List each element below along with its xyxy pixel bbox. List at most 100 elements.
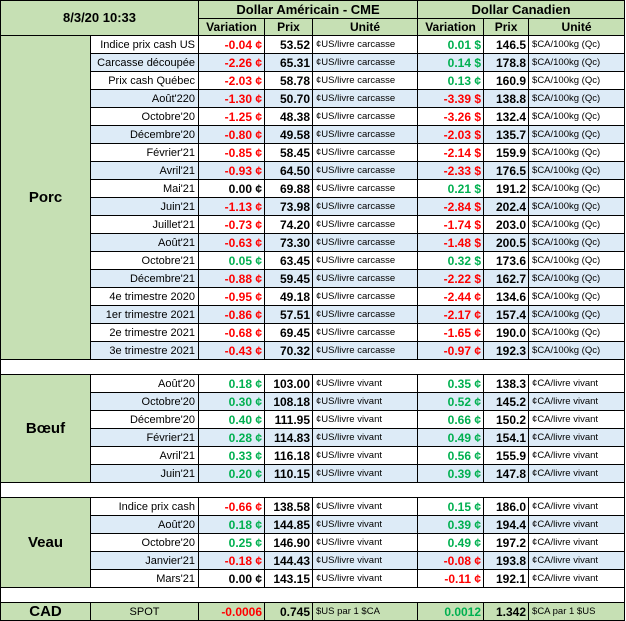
section-label: Porc: [1, 36, 91, 360]
usd-variation: 0.20 ¢: [199, 465, 265, 483]
usd-unit: ¢US/livre vivant: [313, 393, 418, 411]
usd-unit: ¢US/livre carcasse: [313, 306, 418, 324]
spacer-cell: [1, 483, 625, 498]
row-label: Avril'21: [91, 162, 199, 180]
usd-unit: ¢US/livre vivant: [313, 447, 418, 465]
usd-unit: ¢US/livre carcasse: [313, 288, 418, 306]
usd-unit: ¢US/livre carcasse: [313, 198, 418, 216]
usd-unit: ¢US/livre carcasse: [313, 252, 418, 270]
usd-variation: -0.68 ¢: [199, 324, 265, 342]
usd-price: 49.18: [265, 288, 313, 306]
cad-variation: 0.39 ¢: [418, 465, 484, 483]
cad-price: 150.2: [484, 411, 529, 429]
usd-unit: ¢US/livre carcasse: [313, 126, 418, 144]
cad-unit: ¢CA/livre vivant: [529, 411, 625, 429]
cad-unit: ¢CA/livre vivant: [529, 552, 625, 570]
section-spacer: [1, 588, 625, 603]
table-row: Décembre'20 0.40 ¢ 111.95 ¢US/livre vivant 0…: [1, 411, 625, 429]
table-row: Carcasse découpée -2.26 ¢ 65.31 ¢US/livre c…: [1, 54, 625, 72]
cad-price: 192.3: [484, 342, 529, 360]
cad-unit: ¢CA/livre vivant: [529, 447, 625, 465]
usd-price: 49.58: [265, 126, 313, 144]
cad-variation: 0.13 ¢: [418, 72, 484, 90]
row-label: Mars'21: [91, 570, 199, 588]
usd-price: 111.95: [265, 411, 313, 429]
row-label: Juillet'21: [91, 216, 199, 234]
cad-price: 146.5: [484, 36, 529, 54]
table-row: Octobre'20 0.30 ¢ 108.18 ¢US/livre vivant 0.…: [1, 393, 625, 411]
usd-price: 59.45: [265, 270, 313, 288]
cad-unit: $CA/100kg (Qc): [529, 162, 625, 180]
table-row: Juin'21 0.20 ¢ 110.15 ¢US/livre vivant 0.39 …: [1, 465, 625, 483]
usd-price: 144.43: [265, 552, 313, 570]
cad-unit: $CA/100kg (Qc): [529, 144, 625, 162]
usd-variation: 0.30 ¢: [199, 393, 265, 411]
cad-variation: 0.56 ¢: [418, 447, 484, 465]
usd-price: 65.31: [265, 54, 313, 72]
table-row: Mars'21 0.00 ¢ 143.15 ¢US/livre vivant -0.11…: [1, 570, 625, 588]
row-label: 1er trimestre 2021: [91, 306, 199, 324]
cad-unit: ¢CA/livre vivant: [529, 570, 625, 588]
cad-unit: $CA/100kg (Qc): [529, 252, 625, 270]
row-label: Avril'21: [91, 447, 199, 465]
cad-price: 147.8: [484, 465, 529, 483]
cad-variation: -1.74 $: [418, 216, 484, 234]
usd-variation: -0.43 ¢: [199, 342, 265, 360]
cad-unite-header: Unité: [529, 19, 625, 36]
usd-variation: 0.00 ¢: [199, 180, 265, 198]
usd-variation: -1.30 ¢: [199, 90, 265, 108]
usd-price: 146.90: [265, 534, 313, 552]
cad-variation: -2.14 $: [418, 144, 484, 162]
cad-unit: $CA/100kg (Qc): [529, 234, 625, 252]
cad-variation: -2.17 ¢: [418, 306, 484, 324]
table-row: 1er trimestre 2021 -0.86 ¢ 57.51 ¢US/livre …: [1, 306, 625, 324]
cad-price: 145.2: [484, 393, 529, 411]
usd-variation: -0.85 ¢: [199, 144, 265, 162]
row-label: Carcasse découpée: [91, 54, 199, 72]
table-row: 2e trimestre 2021 -0.68 ¢ 69.45 ¢US/livre c…: [1, 324, 625, 342]
table-row: Février'21 0.28 ¢ 114.83 ¢US/livre vivant 0.…: [1, 429, 625, 447]
cad-price: 190.0: [484, 324, 529, 342]
cad-spot-row: CAD SPOT -0.0006 0.745 $US par 1 $CA 0.0012 1.…: [1, 603, 625, 621]
cad-unit: $CA/100kg (Qc): [529, 342, 625, 360]
row-label: Prix cash Québec: [91, 72, 199, 90]
row-label: 2e trimestre 2021: [91, 324, 199, 342]
section-spacer: [1, 360, 625, 375]
cad-variation: -0.08 ¢: [418, 552, 484, 570]
row-label: Juin'21: [91, 465, 199, 483]
cad-price: 173.6: [484, 252, 529, 270]
usd-price: 103.00: [265, 375, 313, 393]
cad-variation: 0.49 ¢: [418, 534, 484, 552]
section-label: Bœuf: [1, 375, 91, 483]
cad-variation: 0.39 ¢: [418, 516, 484, 534]
spacer-cell: [1, 360, 625, 375]
cad-variation: -1.48 $: [418, 234, 484, 252]
cad-variation: -2.84 $: [418, 198, 484, 216]
usd-unit: ¢US/livre vivant: [313, 375, 418, 393]
cad-variation: 0.21 $: [418, 180, 484, 198]
usd-section-title: Dollar Américain - CME: [199, 1, 418, 19]
cad-variation: -2.03 $: [418, 126, 484, 144]
usd-variation: -0.73 ¢: [199, 216, 265, 234]
usd-variation: 0.18 ¢: [199, 375, 265, 393]
table-row: Août'220 -1.30 ¢ 50.70 ¢US/livre carcasse -3…: [1, 90, 625, 108]
table-row: Porc Indice prix cash US -0.04 ¢ 53.52 ¢US/l…: [1, 36, 625, 54]
usd-variation: 0.28 ¢: [199, 429, 265, 447]
usd-unit: ¢US/livre vivant: [313, 534, 418, 552]
usd-variation: -2.26 ¢: [199, 54, 265, 72]
usd-spot-variation: -0.0006: [199, 603, 265, 621]
table-row: Mai'21 0.00 ¢ 69.88 ¢US/livre carcasse 0.21 …: [1, 180, 625, 198]
cad-prix-header: Prix: [484, 19, 529, 36]
row-label: Février'21: [91, 144, 199, 162]
cad-unit: $CA/100kg (Qc): [529, 36, 625, 54]
row-label: Juin'21: [91, 198, 199, 216]
cad-price: 203.0: [484, 216, 529, 234]
row-label: Août'220: [91, 90, 199, 108]
row-label: Octobre'21: [91, 252, 199, 270]
usd-price: 110.15: [265, 465, 313, 483]
usd-price: 58.78: [265, 72, 313, 90]
section-spacer: [1, 483, 625, 498]
cad-unit: $CA/100kg (Qc): [529, 324, 625, 342]
usd-unit: ¢US/livre carcasse: [313, 90, 418, 108]
usd-variation: -0.86 ¢: [199, 306, 265, 324]
